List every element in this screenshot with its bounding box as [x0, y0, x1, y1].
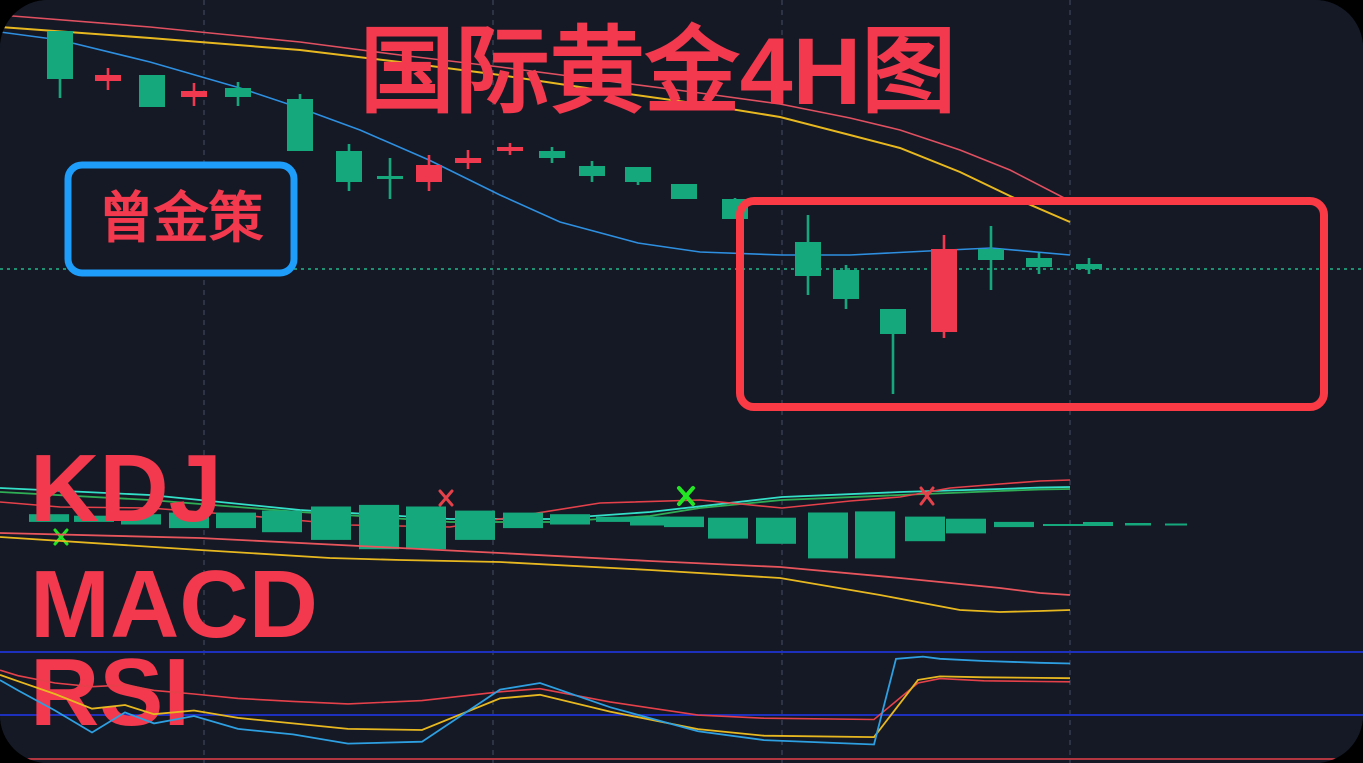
- svg-text:RSI: RSI: [30, 639, 190, 746]
- svg-text:曾金策: 曾金策: [98, 187, 263, 249]
- svg-text:国际黄金4H图: 国际黄金4H图: [360, 19, 956, 125]
- svg-text:KDJ: KDJ: [30, 435, 222, 542]
